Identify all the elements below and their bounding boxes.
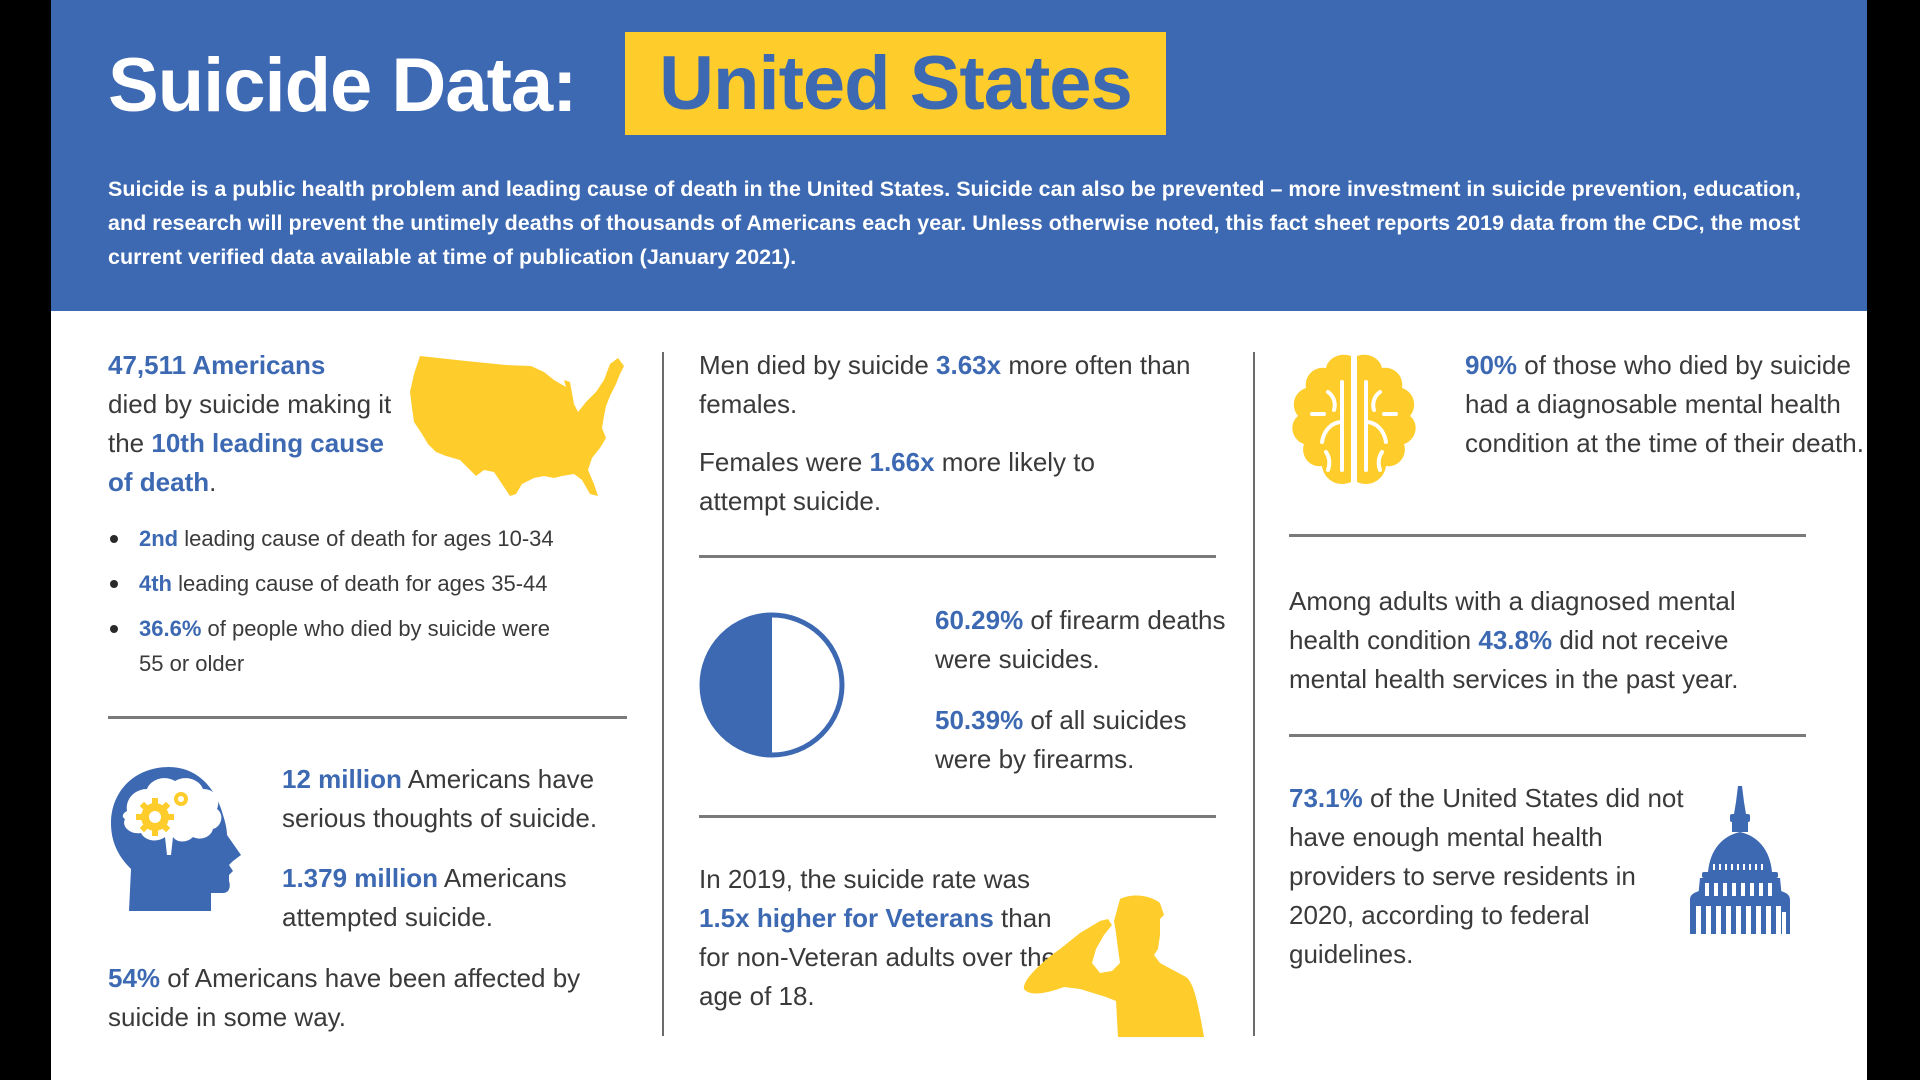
section-rule xyxy=(699,555,1216,558)
section-rule xyxy=(1289,534,1806,537)
services-text-end: did not receive mental health services i… xyxy=(1289,625,1739,694)
bullet-item: 4th leading cause of death for ages 35-4… xyxy=(108,566,628,601)
bullet-highlight: 2nd xyxy=(139,526,179,551)
bullet-highlight: 4th xyxy=(139,571,172,596)
affected-stat: 54% of Americans have been affected by s… xyxy=(108,959,608,1037)
page-title-highlight: United States xyxy=(659,41,1133,126)
veterans-text-end: than for non-Veteran adults over the age… xyxy=(699,903,1057,1011)
females-ratio: 1.66x xyxy=(869,447,935,477)
thoughts-text: Americans have serious thoughts of suici… xyxy=(282,764,598,833)
firearm-deaths-stat: 60.29% of firearm deaths were suicides. xyxy=(935,601,1275,679)
services-stat: Among adults with a diagnosed mental hea… xyxy=(1289,582,1809,699)
men-text-end: more often than females. xyxy=(699,350,1191,419)
females-text-start: Females were xyxy=(699,447,870,477)
thoughts-stat: 12 million Americans have serious though… xyxy=(282,760,662,838)
bullet-item: 36.6% of people who died by suicide were… xyxy=(108,611,558,681)
section-rule xyxy=(699,815,1216,818)
firearm-deaths-percent: 60.29% xyxy=(935,605,1024,635)
bullet-text: leading cause of death for ages 35-44 xyxy=(172,571,548,596)
header-banner: Suicide Data: United States Suicide is a… xyxy=(51,0,1867,311)
attempts-text: Americans attempted suicide. xyxy=(282,863,567,932)
affected-text: of Americans have been affected by suici… xyxy=(108,963,581,1032)
deaths-stat: 47,511 Americans died by suicide making … xyxy=(108,346,408,502)
bullet-item: 2nd leading cause of death for ages 10-3… xyxy=(108,521,628,556)
diagnosable-stat: 90% of those who died by suicide had a d… xyxy=(1465,346,1865,463)
bullet-text: of people who died by suicide were 55 or… xyxy=(139,616,550,676)
attempts-stat: 1.379 million Americans attempted suicid… xyxy=(282,859,642,937)
affected-percent: 54% xyxy=(108,963,161,993)
deaths-count: 47,511 Americans xyxy=(108,350,326,380)
deaths-rank: 10th leading cause of death xyxy=(108,428,385,497)
brain-icon xyxy=(1292,354,1416,485)
age-bullets: 2nd leading cause of death for ages 10-3… xyxy=(108,521,628,691)
men-text-start: Men died by suicide xyxy=(699,350,937,380)
bullet-text: leading cause of death for ages 10-34 xyxy=(178,526,554,551)
providers-stat: 73.1% of the United States did not have … xyxy=(1289,779,1689,974)
fact-sheet-page: Suicide Data: United States Suicide is a… xyxy=(51,0,1867,1080)
us-map-icon xyxy=(410,356,624,496)
column-divider-left xyxy=(662,352,664,1036)
page-title-prefix: Suicide Data: xyxy=(108,43,577,128)
title-highlight-box: United States xyxy=(625,32,1166,135)
saluting-soldier-icon xyxy=(1023,895,1204,1037)
providers-percent: 73.1% xyxy=(1289,783,1363,813)
men-stat: Men died by suicide 3.63x more often tha… xyxy=(699,346,1219,424)
capitol-dome-icon xyxy=(1690,786,1790,934)
head-gears-icon xyxy=(111,767,241,911)
thoughts-count: 12 million xyxy=(282,764,402,794)
section-rule xyxy=(108,716,627,719)
section-rule xyxy=(1289,734,1806,737)
firearm-suicides-stat: 50.39% of all suicides were by firearms. xyxy=(935,701,1235,779)
diagnosable-percent: 90% xyxy=(1465,350,1518,380)
intro-paragraph: Suicide is a public health problem and l… xyxy=(108,177,1801,269)
half-pie-icon xyxy=(699,612,845,758)
veterans-text-start: In 2019, the suicide rate was xyxy=(699,864,1030,894)
deaths-period: . xyxy=(209,467,217,497)
females-stat: Females were 1.66x more likely to attemp… xyxy=(699,443,1159,521)
bullet-highlight: 36.6% xyxy=(139,616,202,641)
services-percent: 43.8% xyxy=(1478,625,1553,655)
firearm-deaths-text: of firearm deaths were suicides. xyxy=(935,605,1226,674)
females-text-end: more likely to attempt suicide. xyxy=(699,447,1095,516)
deaths-text: died by suicide making it the xyxy=(108,389,392,458)
attempts-count: 1.379 million xyxy=(282,863,439,893)
veterans-ratio: 1.5x higher for Veterans xyxy=(699,903,994,933)
veterans-stat: In 2019, the suicide rate was 1.5x highe… xyxy=(699,860,1069,1016)
firearm-suicides-percent: 50.39% xyxy=(935,705,1024,735)
column-divider-right xyxy=(1253,352,1255,1036)
firearm-suicides-text: of all suicides were by firearms. xyxy=(935,705,1187,774)
providers-text: of the United States did not have enough… xyxy=(1289,783,1684,969)
men-ratio: 3.63x xyxy=(936,350,1002,380)
services-text-start: Among adults with a diagnosed mental hea… xyxy=(1289,586,1736,655)
diagnosable-text: of those who died by suicide had a diagn… xyxy=(1465,350,1864,458)
